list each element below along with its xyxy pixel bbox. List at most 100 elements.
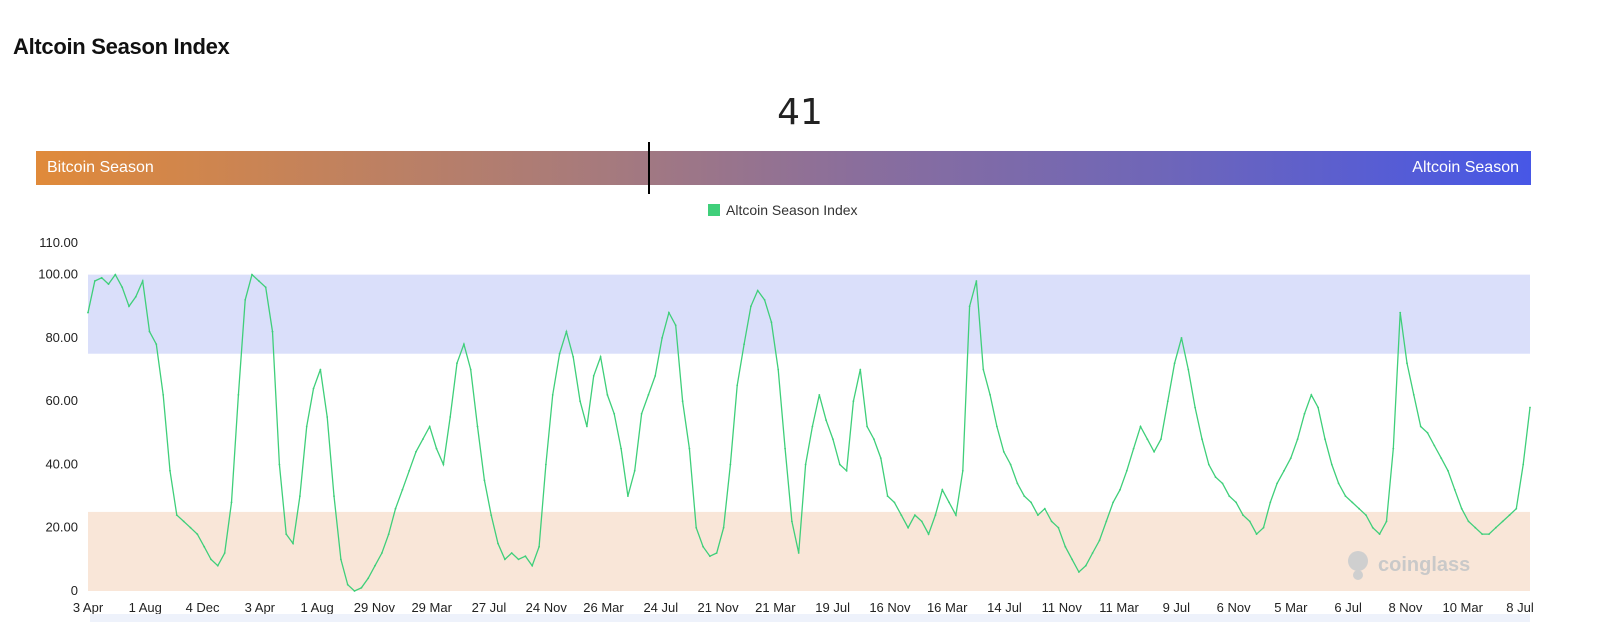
data-point[interactable]: [1289, 457, 1292, 459]
data-point[interactable]: [1283, 469, 1285, 472]
data-point[interactable]: [784, 447, 786, 450]
data-point[interactable]: [640, 412, 643, 415]
data-point[interactable]: [463, 343, 465, 346]
data-point[interactable]: [1529, 406, 1531, 409]
data-point[interactable]: [1522, 463, 1525, 466]
data-point[interactable]: [886, 495, 889, 497]
data-point[interactable]: [791, 520, 793, 523]
data-point[interactable]: [1399, 311, 1402, 314]
data-point[interactable]: [1269, 501, 1272, 504]
data-point[interactable]: [134, 295, 137, 298]
data-point[interactable]: [1276, 482, 1278, 485]
data-point[interactable]: [852, 400, 855, 403]
data-point[interactable]: [237, 394, 240, 396]
data-point[interactable]: [483, 479, 486, 482]
data-point[interactable]: [1467, 520, 1470, 523]
data-point[interactable]: [975, 280, 978, 282]
data-point[interactable]: [804, 463, 807, 466]
data-point[interactable]: [1412, 394, 1415, 396]
data-point[interactable]: [1426, 431, 1429, 434]
data-point[interactable]: [934, 514, 937, 516]
data-point[interactable]: [271, 330, 274, 333]
data-point[interactable]: [1344, 495, 1347, 497]
data-point[interactable]: [114, 273, 117, 276]
data-point[interactable]: [1146, 438, 1149, 440]
data-point[interactable]: [456, 362, 458, 365]
data-point[interactable]: [155, 343, 158, 346]
data-point[interactable]: [1378, 533, 1381, 535]
data-point[interactable]: [907, 526, 909, 529]
data-point[interactable]: [121, 286, 124, 289]
data-point[interactable]: [982, 368, 985, 371]
data-point[interactable]: [394, 507, 397, 510]
data-point[interactable]: [1330, 463, 1333, 466]
data-point[interactable]: [196, 533, 199, 535]
data-point[interactable]: [1207, 463, 1210, 466]
data-point[interactable]: [702, 545, 704, 548]
data-point[interactable]: [620, 447, 622, 450]
data-point[interactable]: [251, 273, 253, 276]
data-point[interactable]: [87, 311, 89, 314]
data-point[interactable]: [1221, 482, 1224, 485]
data-point[interactable]: [1105, 520, 1108, 523]
data-point[interactable]: [1112, 501, 1114, 504]
data-point[interactable]: [128, 305, 130, 308]
data-point[interactable]: [182, 520, 185, 523]
data-point[interactable]: [1501, 520, 1504, 523]
data-point[interactable]: [504, 558, 506, 561]
data-point[interactable]: [1091, 552, 1094, 554]
data-point[interactable]: [1385, 520, 1388, 523]
data-point[interactable]: [1406, 362, 1408, 365]
data-point[interactable]: [1310, 394, 1313, 396]
data-point[interactable]: [1324, 438, 1326, 440]
data-point[interactable]: [599, 356, 602, 358]
data-point[interactable]: [415, 450, 417, 453]
data-point[interactable]: [1488, 533, 1490, 535]
data-point[interactable]: [1071, 558, 1073, 561]
data-point[interactable]: [1119, 488, 1121, 491]
data-point[interactable]: [1139, 425, 1142, 428]
data-point[interactable]: [408, 469, 411, 472]
data-point[interactable]: [100, 276, 103, 279]
data-point[interactable]: [1235, 501, 1237, 504]
data-point[interactable]: [996, 425, 998, 428]
chart-scrollbar[interactable]: [90, 614, 1530, 622]
data-point[interactable]: [920, 520, 923, 523]
data-point[interactable]: [524, 555, 527, 558]
data-point[interactable]: [1214, 476, 1217, 478]
data-point[interactable]: [914, 514, 916, 516]
data-point[interactable]: [1371, 526, 1374, 529]
data-point[interactable]: [169, 469, 171, 472]
data-point[interactable]: [333, 495, 335, 497]
data-point[interactable]: [545, 463, 547, 466]
data-point[interactable]: [1447, 469, 1449, 472]
data-point[interactable]: [258, 280, 260, 282]
data-point[interactable]: [1481, 533, 1484, 535]
chart-legend[interactable]: Altcoin Season Index: [708, 202, 858, 218]
data-point[interactable]: [1296, 438, 1299, 440]
data-point[interactable]: [1515, 507, 1518, 510]
data-point[interactable]: [565, 330, 568, 333]
data-point[interactable]: [1084, 564, 1087, 567]
data-point[interactable]: [811, 425, 814, 428]
data-point[interactable]: [900, 514, 903, 516]
data-point[interactable]: [1453, 488, 1456, 491]
data-point[interactable]: [1098, 539, 1101, 542]
data-point[interactable]: [299, 495, 301, 497]
data-point[interactable]: [264, 286, 267, 289]
data-point[interactable]: [1160, 438, 1162, 440]
data-point[interactable]: [688, 447, 691, 450]
data-point[interactable]: [1180, 337, 1183, 339]
data-point[interactable]: [606, 394, 609, 396]
data-point[interactable]: [941, 488, 944, 491]
data-point[interactable]: [1173, 362, 1176, 365]
data-point[interactable]: [93, 280, 96, 282]
data-point[interactable]: [1392, 447, 1395, 450]
data-point[interactable]: [668, 311, 670, 314]
data-point[interactable]: [449, 416, 452, 418]
data-point[interactable]: [162, 394, 165, 396]
data-point[interactable]: [1187, 368, 1190, 371]
data-point[interactable]: [360, 586, 363, 589]
data-point[interactable]: [490, 514, 493, 516]
data-point[interactable]: [1064, 545, 1067, 548]
